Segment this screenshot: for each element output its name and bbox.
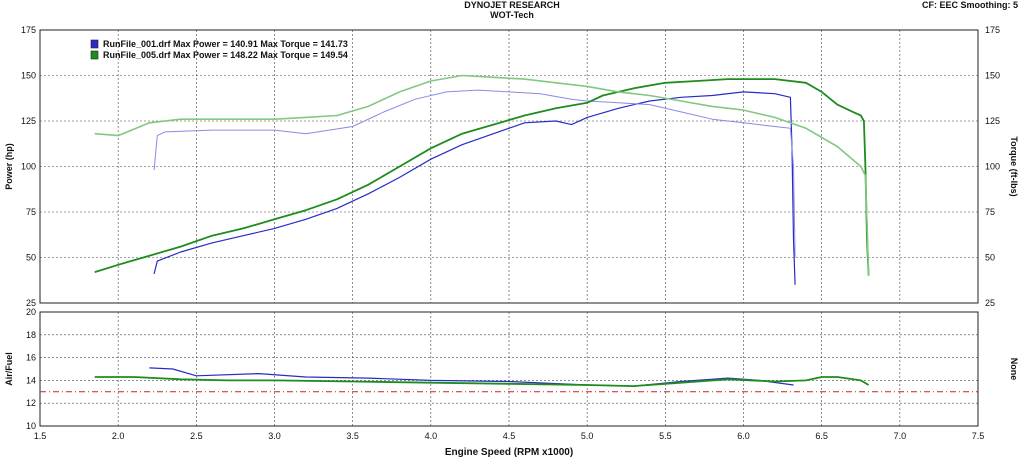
x-tick-label: 7.0 xyxy=(894,431,907,441)
x-tick-label: 3.0 xyxy=(268,431,281,441)
x-tick-label: 4.0 xyxy=(425,431,438,441)
x-tick-label: 2.5 xyxy=(190,431,203,441)
series-runfile-005-drf-air-fuel xyxy=(94,376,870,387)
legend-swatch xyxy=(90,39,99,49)
pt-y-tick-label: 100 xyxy=(21,162,36,172)
af-y-tick-label: 14 xyxy=(26,375,36,385)
pt-y-right-tick-label: 100 xyxy=(985,162,1000,172)
series-runfile-005-drf-power xyxy=(94,78,870,276)
pt-y-tick-label: 75 xyxy=(26,207,36,217)
series-runfile-001-drf-power xyxy=(153,91,796,285)
pt-y-right-tick-label: 175 xyxy=(985,25,1000,35)
pt-y-tick-label: 150 xyxy=(21,71,36,81)
pt-y-tick-label: 125 xyxy=(21,116,36,126)
chart-subtitle: WOT-Tech xyxy=(490,10,534,20)
x-tick-label: 2.0 xyxy=(112,431,125,441)
x-tick-label: 3.5 xyxy=(346,431,359,441)
legend-entry: RunFile_001.drf Max Power = 140.91 Max T… xyxy=(103,39,348,49)
af-y-tick-label: 18 xyxy=(26,330,36,340)
x-axis-label: Engine Speed (RPM x1000) xyxy=(445,447,573,458)
af-y-tick-label: 16 xyxy=(26,353,36,363)
x-tick-label: 5.0 xyxy=(581,431,594,441)
pt-y-tick-label: 175 xyxy=(21,25,36,35)
af-y-tick-label: 20 xyxy=(26,307,36,317)
shared-x-axis: 1.5 2.0 2.5 3.0 3.5 4.0 4.5 5.0 5.5 6.0 6.5 7.0 7.5 E… xyxy=(34,431,985,458)
pt-y-right-tick-label: 150 xyxy=(985,71,1000,81)
power-torque-plot: 25 50 75 100 125 150 175 25 50 75 100 125 150 175 Powe… xyxy=(4,25,1019,308)
chart-title: DYNOJET RESEARCH xyxy=(464,0,560,10)
series-runfile-001-drf-torque xyxy=(153,89,796,258)
x-tick-label: 4.5 xyxy=(503,431,516,441)
legend-swatch xyxy=(90,50,99,60)
pt-y-right-axis-label: Torque (ft-lbs) xyxy=(1009,136,1019,196)
pt-y-right-tick-label: 50 xyxy=(985,253,995,263)
series-runfile-005-drf-torque xyxy=(94,74,870,276)
pt-y-right-tick-label: 125 xyxy=(985,116,1000,126)
pt-y-tick-label: 50 xyxy=(26,253,36,263)
pt-y-axis-label: Power (hp) xyxy=(4,143,14,190)
x-tick-label: 1.5 xyxy=(34,431,47,441)
correction-smoothing-info: CF: EEC Smoothing: 5 xyxy=(922,0,1018,10)
pt-y-tick-label: 25 xyxy=(26,298,36,308)
x-tick-label: 7.5 xyxy=(972,431,985,441)
air-fuel-plot: 10 12 14 16 18 20 Air/Fuel None xyxy=(4,307,1019,431)
legend-entry: RunFile_005.drf Max Power = 148.22 Max T… xyxy=(103,50,348,60)
x-tick-label: 6.5 xyxy=(815,431,828,441)
pt-y-right-tick-label: 75 xyxy=(985,207,995,217)
pt-y-right-tick-label: 25 xyxy=(985,298,995,308)
af-y-axis-label: Air/Fuel xyxy=(4,352,14,386)
x-tick-label: 5.5 xyxy=(659,431,672,441)
af-y-tick-label: 12 xyxy=(26,398,36,408)
af-y-tick-label: 10 xyxy=(26,421,36,431)
af-y-right-axis-label: None xyxy=(1009,358,1019,381)
series-runfile-001-drf-air-fuel xyxy=(149,367,794,387)
x-tick-label: 6.0 xyxy=(737,431,750,441)
